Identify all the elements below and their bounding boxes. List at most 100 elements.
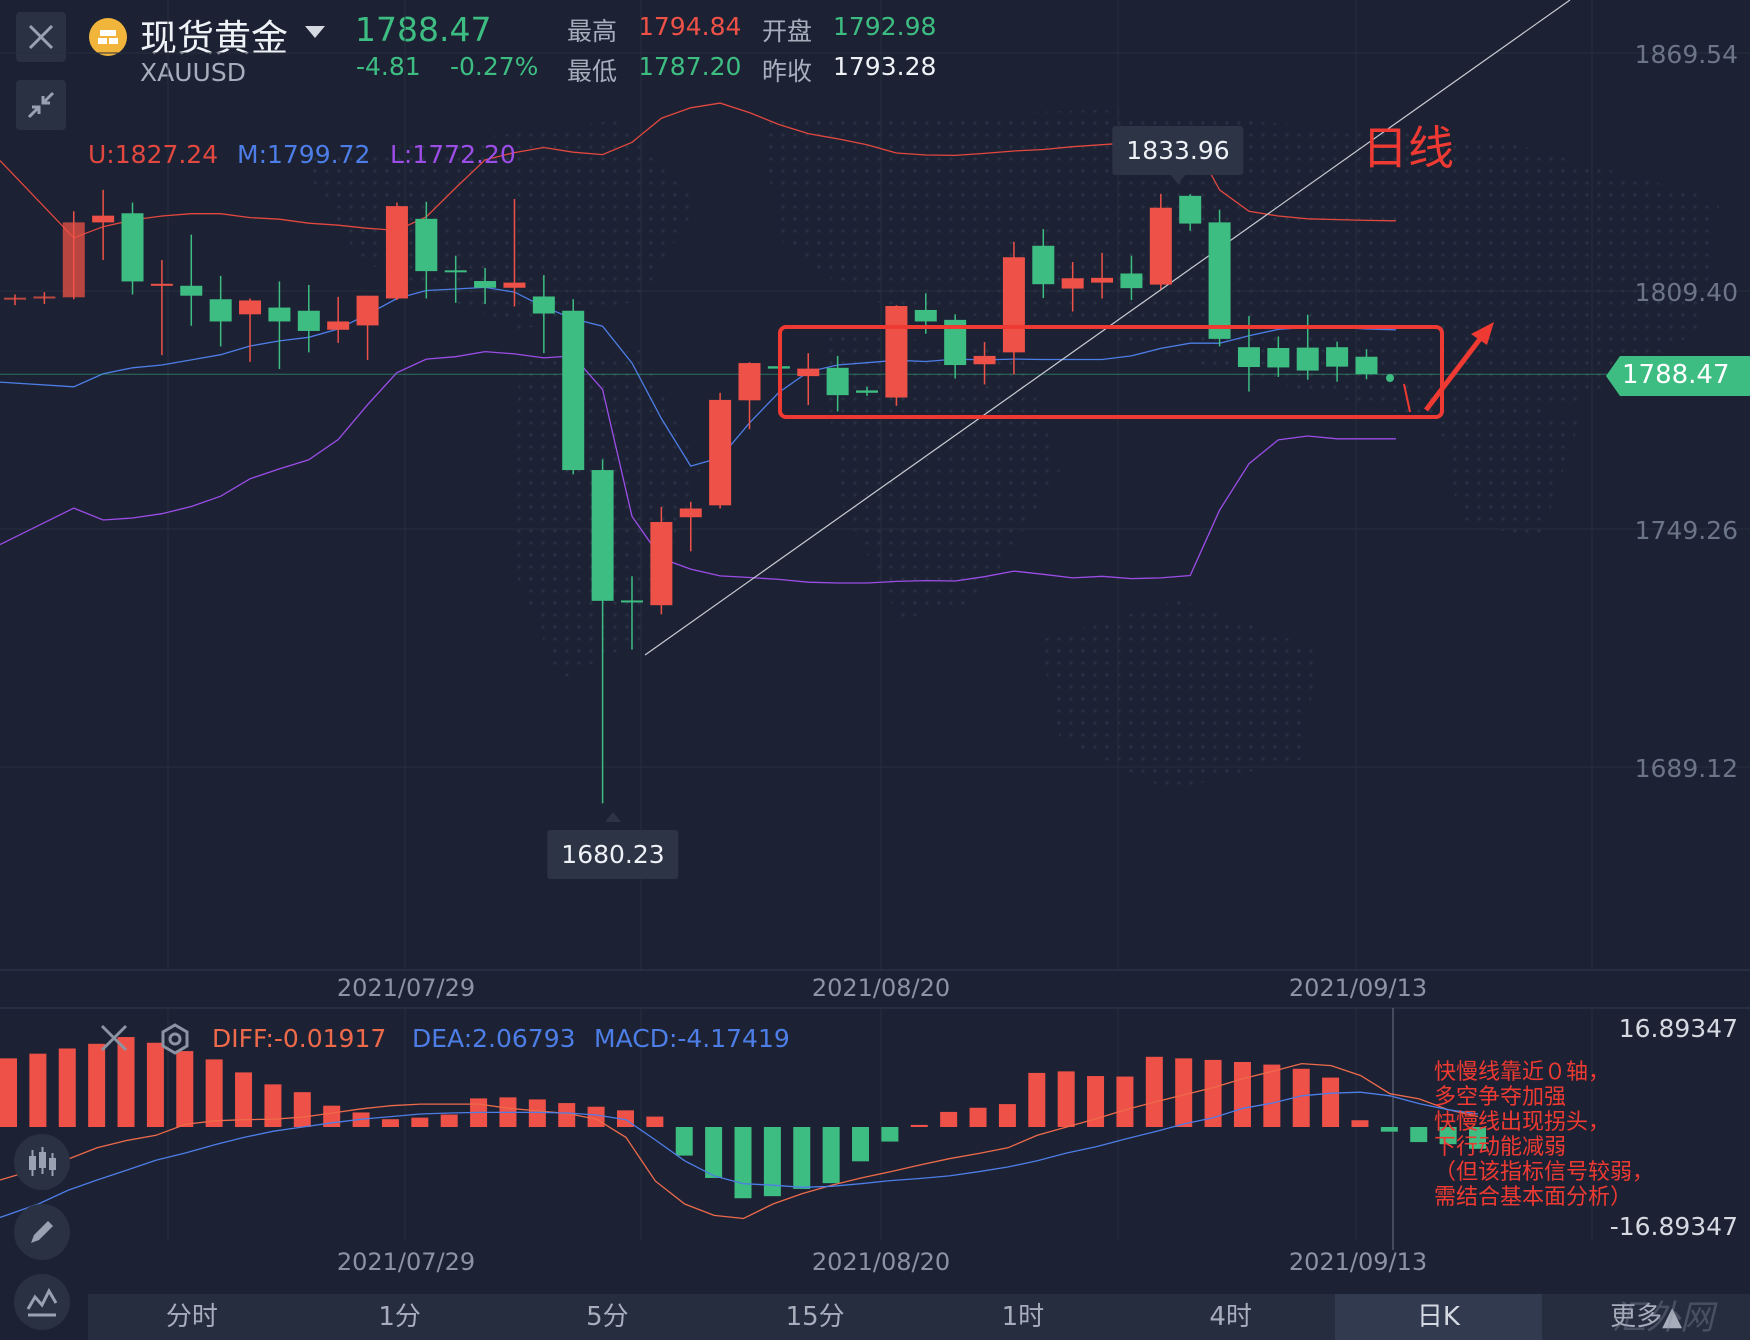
candle-body bbox=[650, 521, 673, 606]
candle-body bbox=[92, 215, 115, 223]
candle-body bbox=[33, 296, 56, 299]
candle-body bbox=[738, 363, 761, 401]
close-button[interactable] bbox=[16, 12, 66, 62]
candlestick-icon bbox=[29, 1147, 56, 1176]
candle-body bbox=[562, 310, 585, 471]
indicator-line-icon bbox=[26, 1287, 58, 1317]
candle-body bbox=[239, 300, 262, 315]
macd-annotation-note: 快慢线靠近０轴， 多空争夺加强 快慢线出现拐头， 下行动能减弱 （但该指标信号较… bbox=[1434, 1060, 1655, 1210]
macd-settings-button[interactable] bbox=[158, 1022, 192, 1056]
macd-bar bbox=[293, 1092, 311, 1127]
macd-bar bbox=[646, 1116, 664, 1127]
macd-bar bbox=[675, 1127, 693, 1156]
candle-body bbox=[797, 368, 820, 377]
collapse-button[interactable] bbox=[16, 80, 66, 130]
candle-body bbox=[1267, 348, 1290, 368]
macd-bar bbox=[88, 1043, 106, 1127]
up-arrow bbox=[1424, 333, 1485, 412]
candle-body bbox=[1032, 245, 1055, 285]
macd-bar bbox=[176, 1051, 194, 1127]
candle-body bbox=[209, 299, 232, 322]
candle-body bbox=[1061, 278, 1084, 289]
candle-body bbox=[1120, 273, 1143, 289]
macd-y-tick-label: -16.89347 bbox=[1609, 1212, 1738, 1241]
tab-4hour[interactable]: 4时 bbox=[1209, 1302, 1252, 1332]
indicator-button[interactable] bbox=[14, 1274, 70, 1330]
candle-body bbox=[474, 281, 497, 288]
macd-bar bbox=[323, 1105, 341, 1127]
macd-bar bbox=[440, 1114, 458, 1127]
high-label: 最高 bbox=[567, 17, 618, 46]
daily-annotation: 日线 bbox=[1362, 121, 1454, 175]
y-tick-label: 1689.12 bbox=[1634, 754, 1738, 783]
boll-lower-line bbox=[0, 350, 1396, 584]
candle-body bbox=[62, 222, 85, 298]
candle-type-button[interactable] bbox=[14, 1134, 70, 1190]
tab-5min[interactable]: 5分 bbox=[586, 1302, 629, 1332]
tab-daily[interactable]: 日K bbox=[1334, 1294, 1543, 1340]
world-map-texture bbox=[1040, 600, 1320, 790]
diff-line bbox=[0, 1062, 1479, 1220]
macd-bar bbox=[969, 1107, 987, 1127]
macd-bar bbox=[1175, 1058, 1193, 1127]
macd-bar bbox=[528, 1099, 546, 1127]
macd-bar bbox=[146, 1042, 164, 1127]
candle-body bbox=[180, 285, 203, 296]
macd-bar bbox=[1087, 1076, 1105, 1127]
macd-bar bbox=[587, 1106, 605, 1127]
candle-body bbox=[1296, 347, 1319, 371]
world-map-texture bbox=[820, 330, 1060, 620]
open-value: 1792.98 bbox=[833, 12, 937, 41]
candle-body bbox=[444, 270, 467, 273]
tab-1min[interactable]: 1分 bbox=[378, 1302, 421, 1332]
candle-body bbox=[1237, 347, 1260, 368]
tab-15min[interactable]: 15分 bbox=[785, 1302, 845, 1332]
macd-bar bbox=[1116, 1076, 1134, 1127]
candle-body bbox=[591, 470, 614, 601]
macd-bar bbox=[235, 1072, 253, 1127]
macd-bar bbox=[411, 1117, 429, 1127]
macd-bar bbox=[1292, 1068, 1310, 1127]
macd-x-tick-label: 2021/09/13 bbox=[1288, 1248, 1428, 1276]
candle-body bbox=[1179, 195, 1202, 224]
macd-close-button[interactable] bbox=[98, 1022, 130, 1054]
macd-chart[interactable] bbox=[0, 1000, 1750, 1292]
candlestick-chart[interactable] bbox=[0, 0, 1750, 1000]
macd-bar bbox=[705, 1127, 723, 1178]
boll-middle-legend: M:1799.72 bbox=[237, 140, 371, 169]
macd-legend: MACD:-4.17419 bbox=[594, 1024, 790, 1053]
macd-bar bbox=[1351, 1120, 1369, 1127]
instrument-dropdown-icon[interactable] bbox=[305, 26, 325, 38]
prev-close-label: 昨收 bbox=[762, 57, 813, 86]
candle-body bbox=[415, 218, 438, 272]
instrument-symbol: XAUUSD bbox=[140, 58, 246, 87]
tab-timeshare[interactable]: 分时 bbox=[165, 1302, 218, 1332]
candle-body bbox=[1091, 277, 1114, 283]
candle-body bbox=[532, 296, 555, 314]
low-label: 最低 bbox=[567, 57, 618, 86]
candle-body bbox=[327, 321, 350, 330]
macd-bar bbox=[1410, 1127, 1428, 1143]
collapse-arrows-icon bbox=[27, 91, 55, 119]
close-icon bbox=[100, 1024, 128, 1052]
tab-more[interactable]: 更多▲ bbox=[1610, 1302, 1683, 1332]
macd-bar bbox=[1469, 1127, 1486, 1149]
watermark: 汇外网 bbox=[1612, 1298, 1714, 1338]
open-label: 开盘 bbox=[762, 17, 813, 46]
macd-bar bbox=[264, 1084, 282, 1127]
macd-bar bbox=[558, 1103, 576, 1127]
tab-1hour[interactable]: 1时 bbox=[1001, 1302, 1045, 1332]
high-value: 1794.84 bbox=[638, 12, 742, 41]
tooltip-pointer bbox=[605, 812, 621, 822]
gold-coin-icon bbox=[89, 18, 127, 56]
current-price-tag: 1788.47 bbox=[1606, 356, 1750, 396]
world-map-texture bbox=[1430, 380, 1580, 540]
macd-bar bbox=[1028, 1072, 1046, 1127]
macd-bar bbox=[1233, 1062, 1251, 1127]
price-change: -4.81 bbox=[356, 52, 421, 81]
y-tick-label: 1749.26 bbox=[1634, 516, 1738, 545]
draw-tool-button[interactable] bbox=[14, 1204, 70, 1260]
candle-body bbox=[4, 297, 26, 300]
macd-x-tick-label: 2021/08/20 bbox=[811, 1248, 951, 1276]
candle-body bbox=[1002, 257, 1025, 353]
